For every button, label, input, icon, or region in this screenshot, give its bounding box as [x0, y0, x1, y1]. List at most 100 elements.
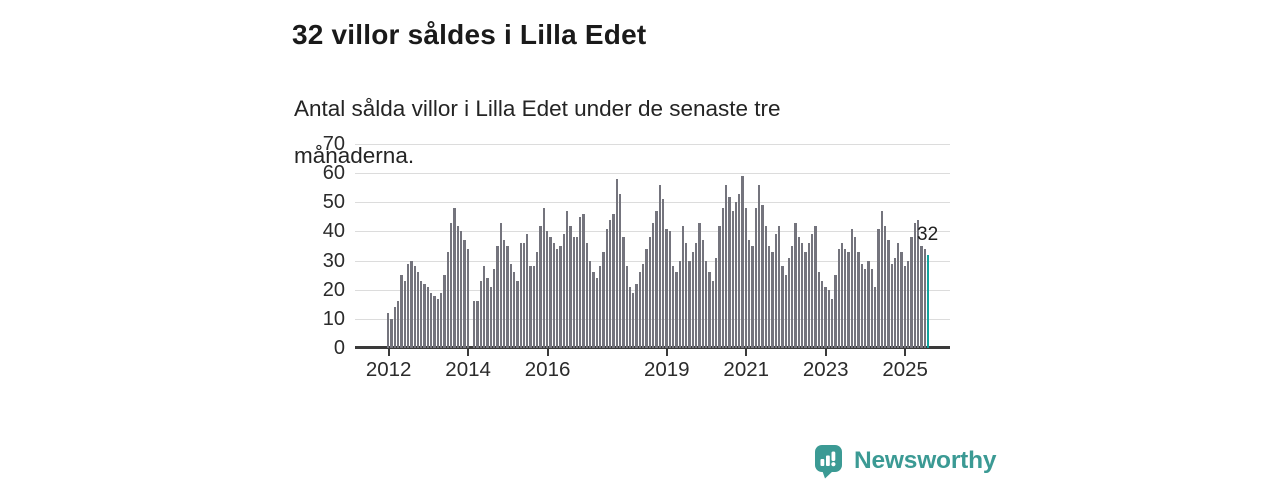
- highlight-value-label: 32: [917, 224, 939, 245]
- bar: [509, 263, 512, 348]
- bar: [714, 257, 718, 348]
- bar: [605, 228, 608, 348]
- x-tick-mark: [665, 348, 668, 356]
- x-tick-label: 2012: [365, 358, 412, 381]
- bar: [579, 216, 582, 348]
- bar: [572, 237, 575, 348]
- bar: [728, 196, 731, 348]
- bar: [877, 228, 880, 348]
- bar: [678, 260, 681, 348]
- bar: [555, 248, 559, 348]
- bar: [854, 237, 857, 348]
- y-tick-label: 40: [322, 220, 345, 243]
- bar: [883, 225, 887, 348]
- bar: [546, 231, 549, 348]
- y-tick-label: 0: [333, 337, 345, 359]
- gridline: [355, 173, 950, 175]
- bar: [416, 272, 420, 348]
- y-tick-label: 30: [322, 249, 345, 272]
- x-tick-mark: [904, 348, 907, 356]
- bar: [767, 246, 771, 348]
- bar: [681, 225, 685, 348]
- bar: [595, 278, 598, 348]
- bar: [794, 222, 797, 348]
- bar: [592, 272, 595, 348]
- bar: [628, 286, 632, 348]
- bar: [860, 263, 863, 348]
- bar: [529, 266, 532, 348]
- bar: [658, 184, 661, 348]
- bar: [830, 298, 834, 348]
- bar: [612, 213, 615, 348]
- bar: [396, 301, 400, 348]
- bar: [502, 240, 506, 348]
- bar: [430, 292, 433, 348]
- bar: [903, 266, 907, 348]
- bar: [671, 266, 675, 348]
- bar: [668, 231, 671, 348]
- bar: [565, 211, 569, 348]
- bars-container: [387, 144, 930, 348]
- bar: [758, 184, 761, 348]
- x-tick-mark: [467, 348, 470, 356]
- bar: [655, 211, 658, 348]
- bar: [781, 266, 784, 348]
- bar: [393, 307, 396, 348]
- bar: [744, 208, 748, 348]
- bar: [615, 179, 618, 348]
- bar: [721, 208, 724, 348]
- bar: [496, 246, 499, 348]
- bar: [873, 286, 877, 348]
- bar: [625, 266, 628, 348]
- bar: [632, 292, 635, 348]
- bar: [476, 301, 479, 348]
- bar: [622, 237, 625, 348]
- bar: [784, 275, 787, 348]
- bar: [483, 266, 486, 348]
- bar: [582, 213, 585, 348]
- bar: [857, 251, 860, 348]
- bar: [820, 281, 824, 348]
- bar: [642, 263, 645, 348]
- bar: [920, 246, 923, 348]
- bar: [923, 248, 926, 348]
- bar: [589, 260, 592, 348]
- bar: [562, 234, 565, 348]
- bar: [738, 193, 741, 348]
- bar: [426, 286, 430, 348]
- bar: [440, 292, 443, 348]
- bar: [506, 246, 509, 348]
- bar: [791, 246, 794, 348]
- bar: [526, 234, 529, 348]
- bar: [661, 199, 665, 348]
- bar: [897, 243, 900, 348]
- bar: [917, 219, 920, 348]
- bar: [420, 281, 423, 348]
- x-tick-mark: [387, 348, 390, 356]
- bar: [913, 222, 916, 348]
- page-title: 32 villor såldes i Lilla Edet: [292, 18, 647, 50]
- bar: [443, 275, 446, 348]
- newsworthy-logo: Newsworthy: [814, 443, 997, 479]
- bar: [473, 301, 476, 348]
- bar: [708, 272, 711, 348]
- x-tick-label: 2021: [723, 358, 770, 381]
- bar: [423, 283, 426, 348]
- bar: [410, 260, 413, 348]
- bar: [519, 243, 522, 348]
- bar: [840, 243, 844, 348]
- bar: [688, 260, 691, 348]
- x-tick-label: 2025: [882, 358, 928, 381]
- bar: [645, 248, 648, 348]
- bar: [850, 228, 854, 348]
- bar: [539, 225, 542, 348]
- bar: [433, 295, 436, 348]
- bar: [814, 225, 817, 348]
- bar: [512, 272, 516, 348]
- y-tick-label: 20: [322, 278, 345, 301]
- bar: [910, 237, 913, 348]
- bar: [711, 281, 714, 348]
- x-tick-label: 2014: [445, 358, 491, 381]
- bar: [771, 251, 774, 348]
